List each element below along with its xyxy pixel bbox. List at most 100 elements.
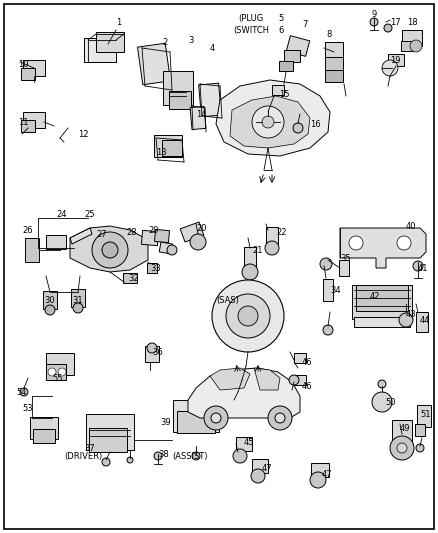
Circle shape <box>416 444 424 452</box>
Circle shape <box>102 242 118 258</box>
Circle shape <box>251 469 265 483</box>
Text: 40: 40 <box>406 222 417 231</box>
Text: 3: 3 <box>188 36 193 45</box>
Bar <box>84 38 116 62</box>
Circle shape <box>289 375 299 385</box>
Circle shape <box>413 261 423 271</box>
Bar <box>25 238 39 262</box>
Text: 51: 51 <box>420 410 431 419</box>
Text: (ASSIST): (ASSIST) <box>172 452 208 461</box>
Polygon shape <box>70 226 148 272</box>
Text: 55: 55 <box>52 374 63 383</box>
Bar <box>339 260 349 276</box>
Circle shape <box>397 443 407 453</box>
Bar <box>279 61 293 71</box>
Bar <box>23 60 45 76</box>
Text: 37: 37 <box>84 444 95 453</box>
Bar <box>147 263 157 273</box>
Bar <box>311 463 329 477</box>
Bar <box>244 247 256 269</box>
Circle shape <box>410 40 422 52</box>
Text: 35: 35 <box>340 254 351 263</box>
Circle shape <box>226 294 270 338</box>
Circle shape <box>323 325 333 335</box>
Circle shape <box>275 413 285 423</box>
Text: 21: 21 <box>252 246 262 255</box>
Text: 15: 15 <box>279 90 290 99</box>
Polygon shape <box>188 368 300 418</box>
Circle shape <box>20 388 28 396</box>
Text: 17: 17 <box>390 18 401 27</box>
Bar <box>138 43 170 85</box>
Bar <box>33 429 55 443</box>
Circle shape <box>167 245 177 255</box>
Circle shape <box>73 303 83 313</box>
Bar <box>236 437 252 451</box>
Bar <box>284 50 300 62</box>
Bar <box>325 70 343 82</box>
Bar <box>190 107 206 130</box>
Circle shape <box>127 457 133 463</box>
Text: 39: 39 <box>160 418 171 427</box>
Bar <box>23 112 45 128</box>
Bar <box>162 140 182 156</box>
Bar <box>71 289 85 307</box>
Text: 46: 46 <box>302 382 313 391</box>
Polygon shape <box>216 80 330 156</box>
Text: 49: 49 <box>400 424 410 433</box>
Text: 14: 14 <box>196 110 206 119</box>
Bar <box>154 135 182 157</box>
Circle shape <box>102 458 110 466</box>
Text: 45: 45 <box>244 438 254 447</box>
Circle shape <box>372 392 392 412</box>
Circle shape <box>48 368 56 376</box>
Bar <box>123 273 137 283</box>
Circle shape <box>212 280 284 352</box>
Bar <box>266 227 278 245</box>
Circle shape <box>192 452 200 460</box>
Circle shape <box>265 241 279 255</box>
Text: (PLUG: (PLUG <box>238 14 263 23</box>
Circle shape <box>390 436 414 460</box>
Text: 30: 30 <box>44 296 55 305</box>
Bar <box>159 242 173 254</box>
Text: 13: 13 <box>156 148 166 157</box>
Text: 9: 9 <box>372 10 377 19</box>
Text: 16: 16 <box>310 120 321 129</box>
Polygon shape <box>70 228 92 244</box>
Text: 8: 8 <box>326 30 332 39</box>
Circle shape <box>378 380 386 388</box>
Text: 34: 34 <box>330 286 341 295</box>
Text: 33: 33 <box>150 264 161 273</box>
Polygon shape <box>254 368 280 390</box>
Bar <box>96 32 124 52</box>
Text: 50: 50 <box>385 398 396 407</box>
Bar <box>388 54 404 66</box>
Text: 22: 22 <box>276 228 286 237</box>
Text: 43: 43 <box>406 310 417 319</box>
Circle shape <box>310 472 326 488</box>
Bar <box>252 459 268 473</box>
Circle shape <box>349 236 363 250</box>
Circle shape <box>58 368 66 376</box>
Bar <box>402 30 422 46</box>
Bar <box>177 411 215 433</box>
Bar <box>43 291 57 309</box>
Bar <box>86 414 134 450</box>
Circle shape <box>262 116 274 128</box>
Circle shape <box>242 264 258 280</box>
Bar <box>199 83 221 117</box>
Text: 18: 18 <box>407 18 417 27</box>
Bar <box>286 36 310 56</box>
Text: 26: 26 <box>22 226 32 235</box>
Circle shape <box>399 313 413 327</box>
Circle shape <box>45 305 55 315</box>
Bar <box>325 42 343 58</box>
Bar <box>325 57 343 71</box>
Bar <box>145 346 159 362</box>
Bar <box>294 375 306 385</box>
Bar <box>46 235 66 249</box>
Circle shape <box>320 258 332 270</box>
Circle shape <box>397 236 411 250</box>
Text: 42: 42 <box>370 292 381 301</box>
